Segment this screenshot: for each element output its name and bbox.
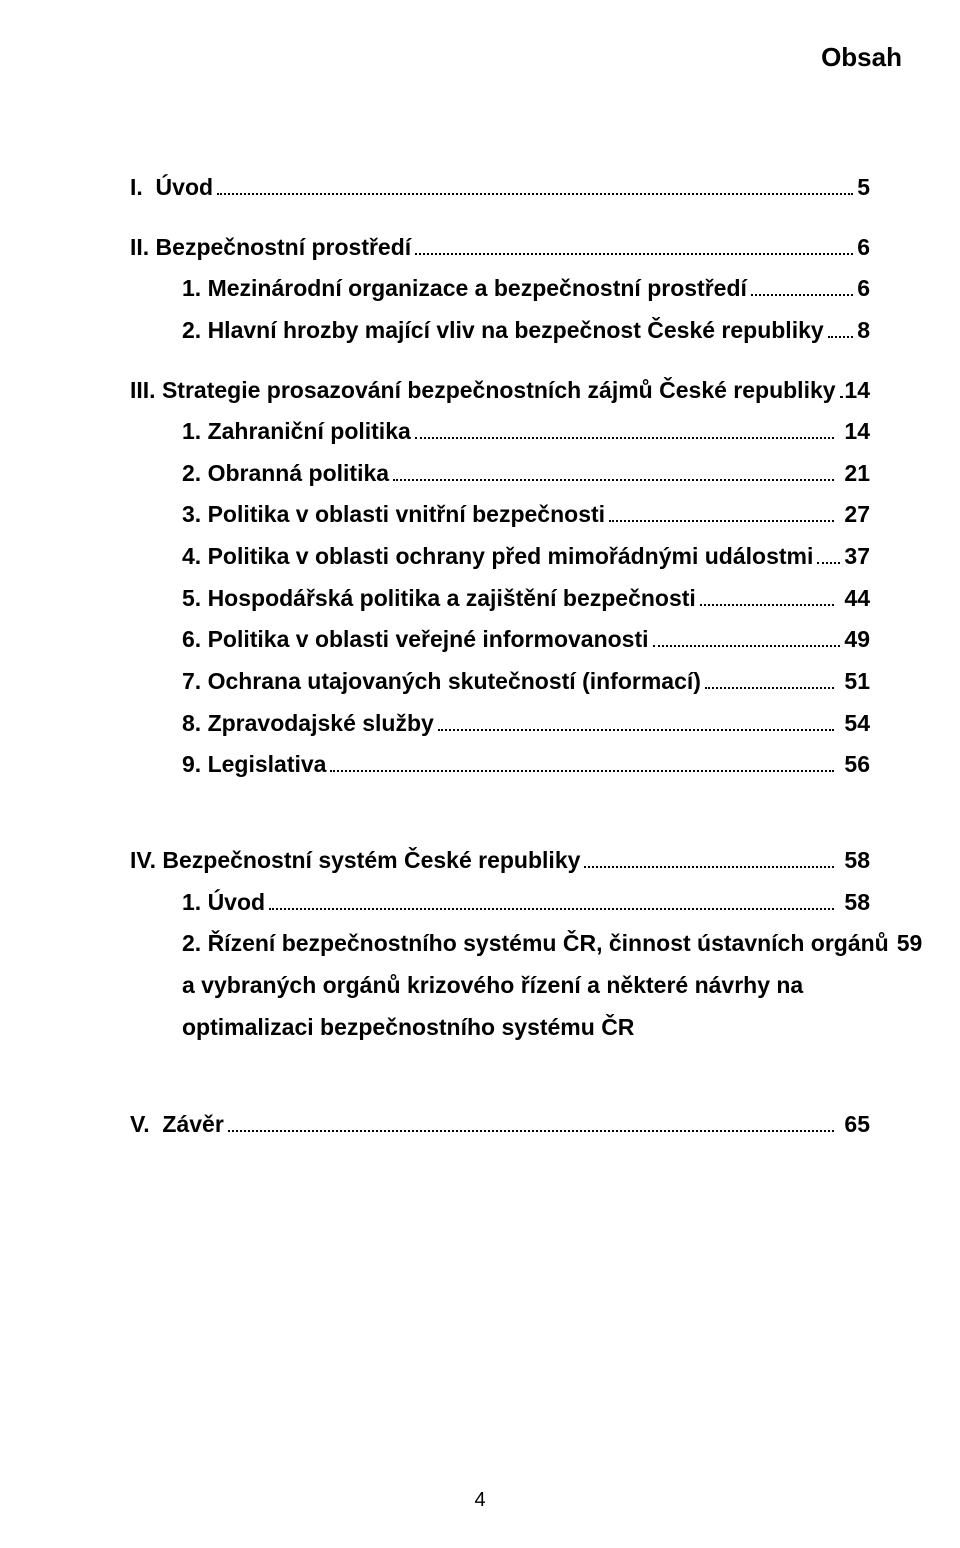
toc-dots xyxy=(840,379,841,397)
toc-line: 7. Ochrana utajovaných skutečností (info… xyxy=(130,664,870,700)
toc-line: 2. Hlavní hrozby mající vliv na bezpečno… xyxy=(130,313,870,349)
toc-line: V. Závěr 65 xyxy=(130,1107,870,1143)
toc-line: 1. Zahraniční politika 14 xyxy=(130,414,870,450)
toc-dots xyxy=(217,177,853,195)
toc-dots xyxy=(817,546,840,564)
toc-label: I. Úvod xyxy=(130,170,213,206)
toc-label: IV. Bezpečnostní systém České republiky xyxy=(130,843,580,879)
toc-dots xyxy=(653,629,841,647)
toc-line: 2. Obranná politika 21 xyxy=(130,456,870,492)
toc-label: 1. Zahraniční politika xyxy=(182,414,411,450)
toc-label: 4. Politika v oblasti ochrany před mimoř… xyxy=(182,539,813,575)
toc-line: II. Bezpečnostní prostředí 6 xyxy=(130,230,870,266)
toc-line: III. Strategie prosazování bezpečnostníc… xyxy=(130,373,870,409)
page-number: 4 xyxy=(0,1489,960,1512)
toc-page: 49 xyxy=(844,622,870,658)
toc-page: 8 xyxy=(857,313,870,349)
toc-page: 58 xyxy=(838,843,870,879)
toc-page: 56 xyxy=(838,747,870,783)
toc-label: 8. Zpravodajské služby xyxy=(182,706,434,742)
toc-line: IV. Bezpečnostní systém České republiky … xyxy=(130,843,870,879)
toc-dots xyxy=(438,713,834,731)
toc-continuation: optimalizaci bezpečnostního systému ČR xyxy=(130,1010,870,1046)
toc-line: 1. Mezinárodní organizace a bezpečnostní… xyxy=(130,271,870,307)
toc-label: 7. Ochrana utajovaných skutečností (info… xyxy=(182,664,701,700)
toc-label: 5. Hospodářská politika a zajištění bezp… xyxy=(182,581,696,617)
toc-line: 3. Politika v oblasti vnitřní bezpečnost… xyxy=(130,497,870,533)
toc-page: 44 xyxy=(838,581,870,617)
toc-label: V. Závěr xyxy=(130,1107,224,1143)
toc-line: 5. Hospodářská politika a zajištění bezp… xyxy=(130,581,870,617)
toc-label: 9. Legislativa xyxy=(182,747,326,783)
toc-dots xyxy=(700,588,834,606)
toc-dots xyxy=(330,754,834,772)
toc-page: 21 xyxy=(838,456,870,492)
toc-line: 9. Legislativa 56 xyxy=(130,747,870,783)
toc-dots xyxy=(828,320,854,338)
toc-label: 2. Hlavní hrozby mající vliv na bezpečno… xyxy=(182,313,824,349)
toc-label: II. Bezpečnostní prostředí xyxy=(130,230,411,266)
toc-label: 1. Mezinárodní organizace a bezpečnostní… xyxy=(182,271,747,307)
toc-dots xyxy=(393,463,834,481)
toc-dots xyxy=(415,421,834,439)
toc-line: 8. Zpravodajské služby 54 xyxy=(130,706,870,742)
toc-line: 4. Politika v oblasti ochrany před mimoř… xyxy=(130,539,870,575)
toc-dots xyxy=(584,850,834,868)
toc-page: 65 xyxy=(838,1107,870,1143)
toc-line: 6. Politika v oblasti veřejné informovan… xyxy=(130,622,870,658)
toc-dots xyxy=(269,892,834,910)
toc-label: III. Strategie prosazování bezpečnostníc… xyxy=(130,373,836,409)
toc-page: 54 xyxy=(838,706,870,742)
table-of-contents: I. Úvod 5 II. Bezpečnostní prostředí 6 1… xyxy=(130,170,870,1143)
toc-dots xyxy=(415,237,853,255)
toc-line: I. Úvod 5 xyxy=(130,170,870,206)
toc-page: 58 xyxy=(838,885,870,921)
toc-page: 51 xyxy=(838,664,870,700)
toc-page: 6 xyxy=(857,230,870,266)
toc-dots xyxy=(609,504,834,522)
toc-label: 3. Politika v oblasti vnitřní bezpečnost… xyxy=(182,497,605,533)
toc-line: 2. Řízení bezpečnostního systému ČR, čin… xyxy=(130,926,870,962)
toc-page: 14 xyxy=(844,373,870,409)
toc-page: 5 xyxy=(857,170,870,206)
toc-dots xyxy=(751,278,853,296)
toc-label: 6. Politika v oblasti veřejné informovan… xyxy=(182,622,649,658)
toc-page: 14 xyxy=(838,414,870,450)
toc-label: 1. Úvod xyxy=(182,885,265,921)
toc-line: 1. Úvod 58 xyxy=(130,885,870,921)
toc-dots xyxy=(705,671,834,689)
toc-page: 27 xyxy=(838,497,870,533)
toc-continuation: a vybraných orgánů krizového řízení a ně… xyxy=(130,968,870,1004)
page-header: Obsah xyxy=(821,42,902,73)
toc-label: 2. Obranná politika xyxy=(182,456,389,492)
toc-page: 59 xyxy=(897,926,923,962)
toc-dots xyxy=(228,1114,834,1132)
toc-label: 2. Řízení bezpečnostního systému ČR, čin… xyxy=(182,926,889,962)
toc-page: 37 xyxy=(844,539,870,575)
toc-page: 6 xyxy=(857,271,870,307)
